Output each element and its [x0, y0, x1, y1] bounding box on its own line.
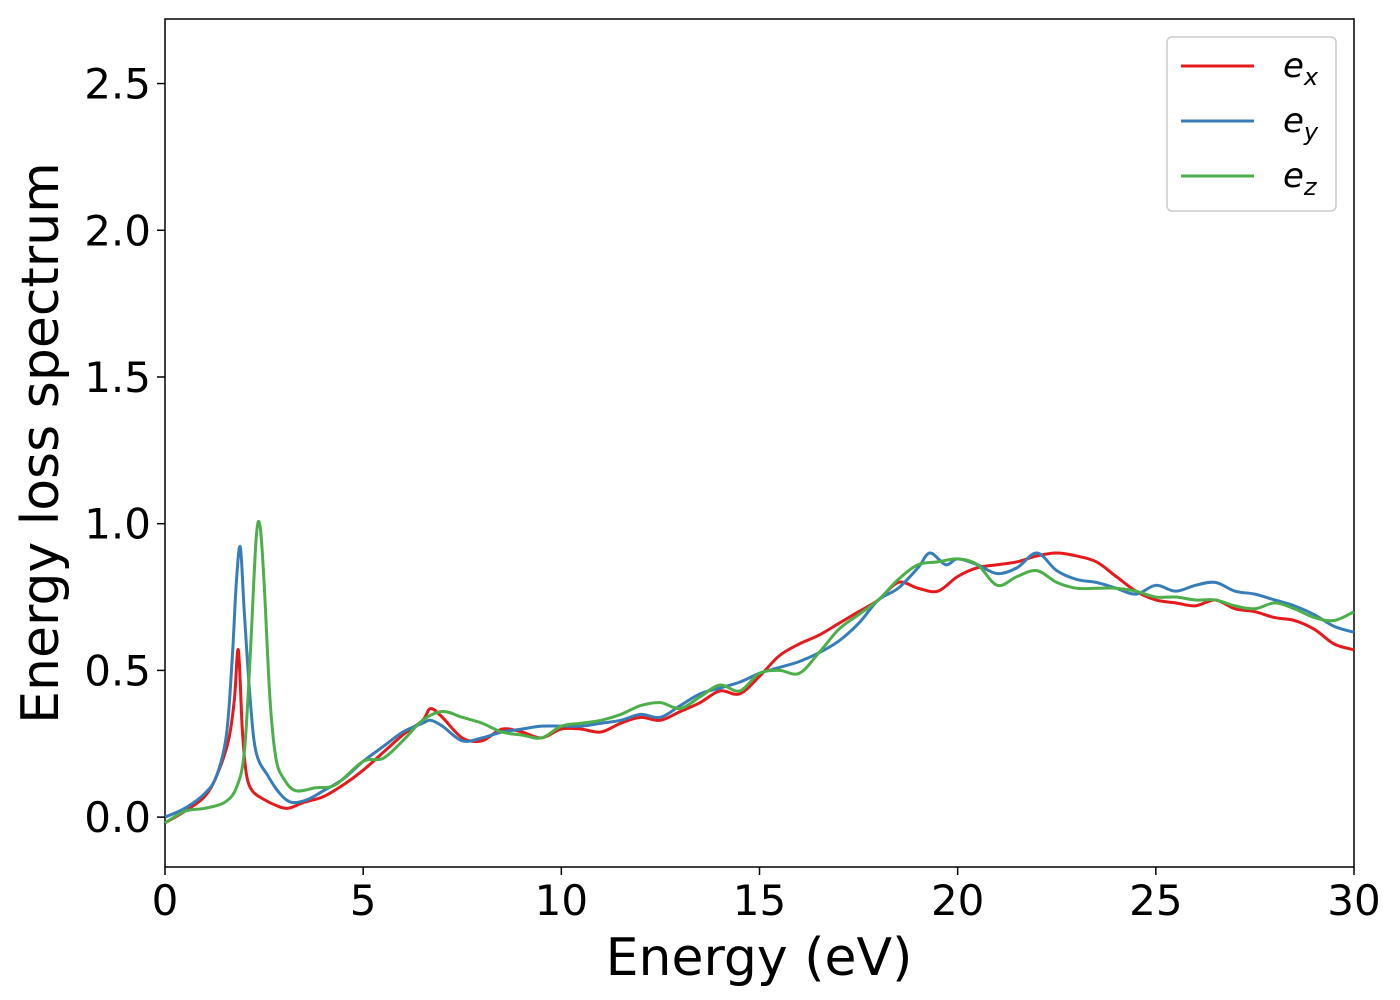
legend-label-base: e	[1283, 46, 1304, 86]
x-axis-ticks: 0 5 10 15 20 25 30	[152, 867, 1381, 925]
series-layer	[164, 519, 1355, 825]
series-line-z	[164, 519, 1355, 825]
x-axis-label: Energy (eV)	[606, 928, 913, 988]
legend-label-subscript: y	[1303, 118, 1319, 146]
y-axis-label: Energy loss spectrum	[11, 162, 71, 724]
plot-area	[164, 18, 1355, 868]
legend-label-z: ez	[1283, 156, 1318, 201]
legend-label-x: ex	[1283, 46, 1319, 91]
x-tick-label: 30	[1327, 876, 1380, 925]
y-tick-label: 2.5	[84, 60, 151, 109]
legend-label-base: e	[1283, 156, 1304, 196]
legend-label-y: ey	[1283, 101, 1319, 146]
plot-frame	[164, 18, 1355, 868]
y-axis-ticks: 0.0 0.5 1.0 1.5 2.0 2.5	[84, 60, 165, 842]
y-tick-label: 0.0	[84, 793, 151, 842]
x-tick-label: 25	[1129, 876, 1182, 925]
y-tick-label: 2.0	[84, 206, 151, 255]
x-tick-label: 10	[535, 876, 588, 925]
x-tick-label: 20	[931, 876, 984, 925]
x-tick-label: 15	[733, 876, 786, 925]
series-line-y	[164, 545, 1355, 819]
x-tick-label: 0	[152, 876, 179, 925]
y-tick-label: 1.0	[84, 500, 151, 549]
legend-label-subscript: z	[1303, 173, 1318, 201]
legend-box	[1166, 36, 1337, 212]
legend-label-subscript: x	[1303, 63, 1319, 91]
y-tick-label: 0.5	[84, 646, 151, 695]
legend-label-base: e	[1283, 101, 1304, 141]
x-tick-label: 5	[350, 876, 377, 925]
y-tick-label: 1.5	[84, 353, 151, 402]
